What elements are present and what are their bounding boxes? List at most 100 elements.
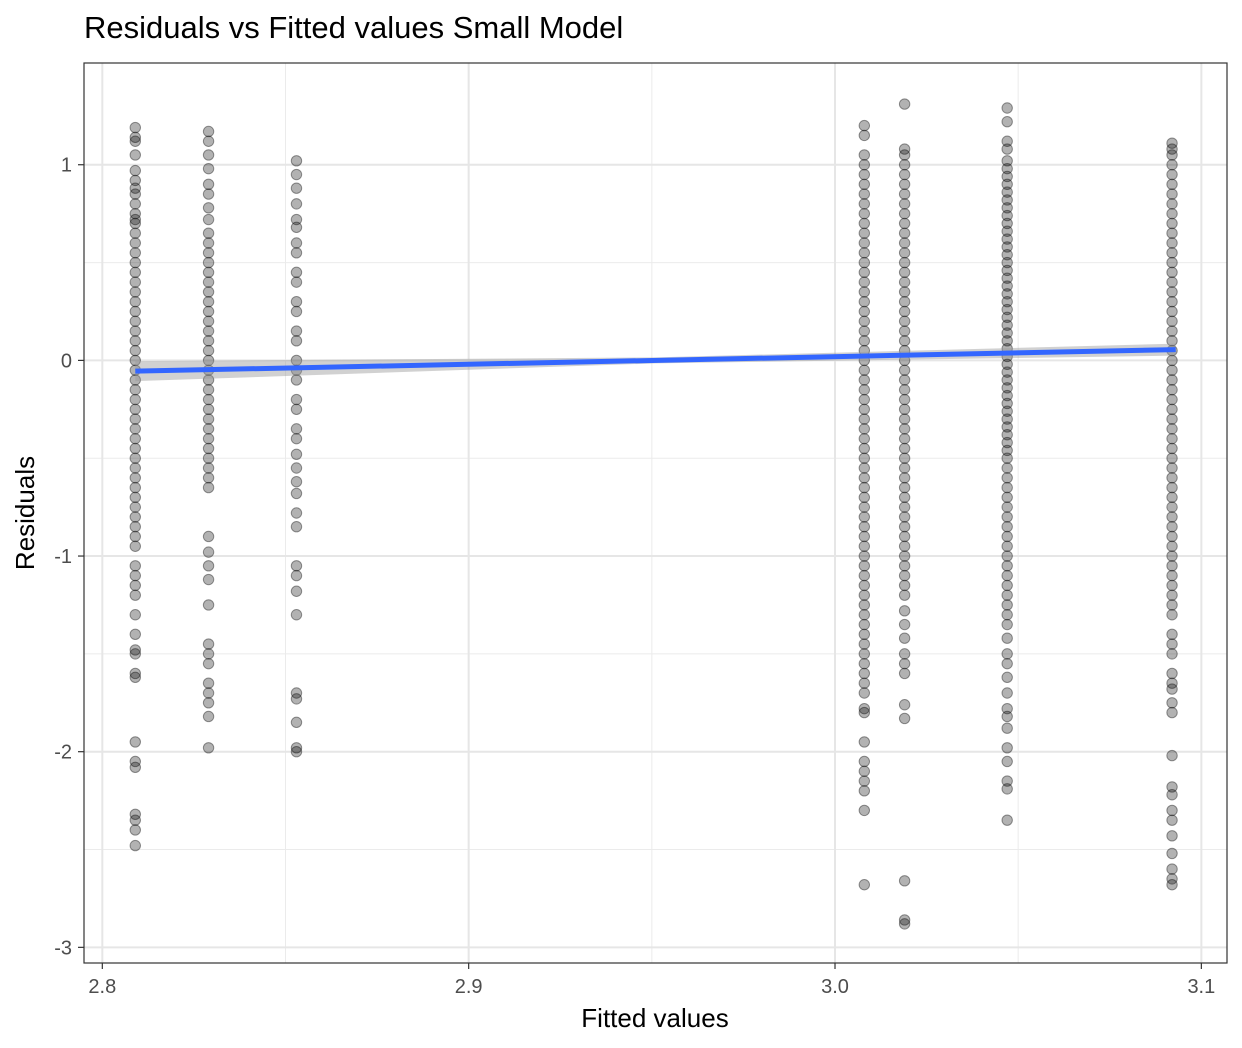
data-point <box>858 256 871 269</box>
data-point <box>858 481 871 494</box>
data-point <box>202 315 215 327</box>
data-point <box>898 491 911 504</box>
data-point <box>898 501 911 513</box>
data-point <box>202 452 215 464</box>
data-point <box>1166 237 1178 249</box>
data-point <box>290 276 303 288</box>
data-point <box>1166 873 1178 885</box>
data-point <box>1001 481 1013 494</box>
data-point <box>858 648 871 660</box>
data-point <box>1001 249 1013 261</box>
data-point <box>858 432 871 445</box>
data-point <box>129 182 141 194</box>
y-tick-label: 0 <box>61 350 72 372</box>
data-point <box>202 354 215 367</box>
data-point <box>898 247 911 259</box>
data-point <box>290 520 303 533</box>
data-point <box>290 462 303 474</box>
data-point <box>129 648 141 660</box>
data-point <box>129 256 141 269</box>
data-point <box>898 98 911 110</box>
data-point <box>898 472 911 484</box>
data-point <box>202 393 215 406</box>
data-point <box>898 560 911 572</box>
data-point <box>1166 697 1178 709</box>
data-point <box>290 168 303 181</box>
data-point <box>1001 609 1013 621</box>
data-point <box>129 814 141 826</box>
x-axis: 2.8 2.9 3.0 3.1 <box>88 963 1215 998</box>
data-point <box>1001 618 1013 631</box>
data-point <box>1166 276 1178 288</box>
data-point <box>129 589 141 601</box>
y-axis-title: Residuals <box>10 456 40 570</box>
y-tick-label: -1 <box>54 546 72 568</box>
data-point <box>1001 170 1013 183</box>
data-point <box>858 237 871 249</box>
data-point <box>1166 207 1178 220</box>
data-point <box>290 221 303 234</box>
data-point <box>858 129 871 142</box>
data-point <box>129 131 141 144</box>
data-point <box>129 164 141 177</box>
data-point <box>129 579 141 592</box>
data-point <box>129 266 141 279</box>
data-point <box>898 452 911 464</box>
data-point <box>1166 749 1178 762</box>
data-point <box>1166 648 1178 660</box>
data-point <box>898 325 911 337</box>
x-tick-label: 3.1 <box>1187 976 1215 998</box>
data-point <box>898 178 911 191</box>
data-point <box>898 569 911 582</box>
data-point <box>1001 280 1013 292</box>
data-point <box>858 472 871 484</box>
data-point <box>898 374 911 386</box>
data-point <box>898 335 911 347</box>
data-point <box>858 178 871 191</box>
data-point <box>129 335 141 347</box>
data-point <box>129 462 141 474</box>
data-point <box>898 462 911 474</box>
data-point <box>1166 137 1178 149</box>
data-point <box>898 237 911 249</box>
data-point <box>129 393 141 406</box>
data-point <box>1001 657 1013 670</box>
data-point <box>1001 540 1013 552</box>
data-point <box>858 657 871 670</box>
data-point <box>1166 830 1178 842</box>
data-point <box>290 585 303 597</box>
data-point <box>1001 256 1013 269</box>
data-point <box>129 432 141 445</box>
data-point <box>202 305 215 318</box>
data-point <box>202 560 215 572</box>
data-point <box>129 374 141 386</box>
data-point <box>290 609 303 621</box>
data-point <box>858 599 871 611</box>
data-point <box>858 511 871 523</box>
data-point <box>1001 648 1013 660</box>
data-point <box>898 149 911 161</box>
data-point <box>1001 178 1013 191</box>
data-point <box>1166 560 1178 572</box>
data-point <box>1166 462 1178 474</box>
data-point <box>898 589 911 601</box>
data-point <box>1166 579 1178 592</box>
chart-title: Residuals vs Fitted values Small Model <box>84 10 623 45</box>
x-axis-title: Fitted values <box>581 1003 728 1033</box>
data-point <box>1166 384 1178 396</box>
data-point <box>858 188 871 200</box>
data-point <box>1001 202 1013 214</box>
data-point <box>202 413 215 425</box>
data-point <box>1166 335 1178 347</box>
data-point <box>129 344 141 357</box>
data-point <box>1166 491 1178 504</box>
data-point <box>129 452 141 464</box>
data-point <box>898 393 911 406</box>
data-point <box>858 687 871 699</box>
data-point <box>1001 405 1013 417</box>
data-point <box>1166 217 1178 230</box>
data-point <box>1001 209 1013 222</box>
data-point <box>858 804 871 817</box>
data-point <box>129 237 141 249</box>
data-point <box>129 213 141 226</box>
